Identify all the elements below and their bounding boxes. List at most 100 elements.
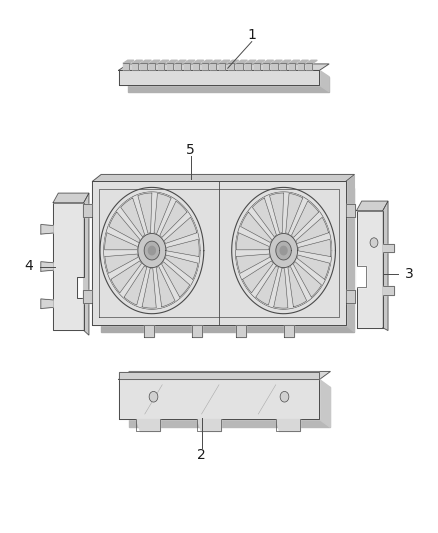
Polygon shape <box>319 70 329 92</box>
Polygon shape <box>274 268 288 308</box>
Polygon shape <box>269 193 283 233</box>
Polygon shape <box>132 63 138 70</box>
Text: 3: 3 <box>405 268 413 281</box>
Polygon shape <box>154 193 171 233</box>
Polygon shape <box>166 60 177 63</box>
Circle shape <box>370 238 378 247</box>
Polygon shape <box>306 63 312 70</box>
Polygon shape <box>383 286 394 295</box>
Polygon shape <box>346 174 354 332</box>
Polygon shape <box>346 204 355 217</box>
Polygon shape <box>236 325 246 337</box>
Polygon shape <box>141 60 151 63</box>
Polygon shape <box>228 60 239 63</box>
Polygon shape <box>136 419 160 431</box>
Polygon shape <box>254 60 265 63</box>
Polygon shape <box>119 379 319 419</box>
Polygon shape <box>289 60 300 63</box>
Polygon shape <box>219 60 230 63</box>
Polygon shape <box>119 372 330 379</box>
Polygon shape <box>237 233 269 250</box>
Polygon shape <box>165 255 198 279</box>
Polygon shape <box>280 63 286 70</box>
Polygon shape <box>245 63 251 70</box>
Polygon shape <box>237 60 247 63</box>
Polygon shape <box>254 63 260 70</box>
Polygon shape <box>145 325 154 337</box>
Polygon shape <box>228 63 234 70</box>
Polygon shape <box>123 60 134 63</box>
Polygon shape <box>175 63 181 70</box>
Polygon shape <box>346 289 355 303</box>
Polygon shape <box>280 60 291 63</box>
Polygon shape <box>119 372 319 379</box>
Polygon shape <box>357 211 383 328</box>
Polygon shape <box>293 262 321 297</box>
Polygon shape <box>149 63 155 70</box>
Polygon shape <box>297 255 330 279</box>
Polygon shape <box>144 241 159 260</box>
Polygon shape <box>105 233 138 250</box>
Polygon shape <box>41 299 53 309</box>
Polygon shape <box>132 60 143 63</box>
Polygon shape <box>276 241 291 260</box>
Polygon shape <box>201 63 208 70</box>
Polygon shape <box>269 233 297 268</box>
Polygon shape <box>128 77 329 92</box>
Polygon shape <box>105 254 138 273</box>
Polygon shape <box>166 239 199 256</box>
Polygon shape <box>148 246 155 255</box>
Polygon shape <box>306 60 317 63</box>
Polygon shape <box>193 60 204 63</box>
Polygon shape <box>288 266 307 307</box>
Polygon shape <box>130 387 330 427</box>
Polygon shape <box>237 254 270 273</box>
Polygon shape <box>111 261 141 293</box>
Polygon shape <box>256 266 279 305</box>
Polygon shape <box>160 201 187 237</box>
Circle shape <box>280 391 289 402</box>
Polygon shape <box>101 188 354 332</box>
Polygon shape <box>297 63 304 70</box>
Polygon shape <box>162 262 190 297</box>
Polygon shape <box>252 198 276 237</box>
Polygon shape <box>296 217 328 244</box>
Polygon shape <box>164 217 197 244</box>
Polygon shape <box>357 201 388 211</box>
Polygon shape <box>53 203 84 330</box>
Polygon shape <box>92 174 354 181</box>
Polygon shape <box>280 246 287 255</box>
Polygon shape <box>156 266 175 307</box>
Polygon shape <box>141 63 147 70</box>
Polygon shape <box>272 63 278 70</box>
Polygon shape <box>383 244 394 252</box>
Polygon shape <box>83 204 92 217</box>
Polygon shape <box>193 63 199 70</box>
Polygon shape <box>92 181 346 325</box>
Polygon shape <box>383 201 388 330</box>
Polygon shape <box>184 63 190 70</box>
Polygon shape <box>175 60 186 63</box>
Polygon shape <box>84 193 89 335</box>
Polygon shape <box>41 262 53 271</box>
Polygon shape <box>158 60 169 63</box>
Polygon shape <box>357 265 366 287</box>
Polygon shape <box>138 193 152 233</box>
Polygon shape <box>284 325 293 337</box>
Polygon shape <box>276 419 300 431</box>
Polygon shape <box>83 289 92 303</box>
Text: 5: 5 <box>186 142 195 157</box>
Polygon shape <box>123 63 129 70</box>
Polygon shape <box>119 70 319 85</box>
Polygon shape <box>142 268 156 308</box>
Text: 4: 4 <box>25 260 33 273</box>
Polygon shape <box>53 193 89 203</box>
Polygon shape <box>119 64 329 70</box>
Polygon shape <box>263 60 274 63</box>
Polygon shape <box>210 60 221 63</box>
Polygon shape <box>263 63 269 70</box>
Polygon shape <box>297 60 308 63</box>
Polygon shape <box>41 224 53 234</box>
Polygon shape <box>298 239 331 256</box>
Polygon shape <box>166 63 173 70</box>
